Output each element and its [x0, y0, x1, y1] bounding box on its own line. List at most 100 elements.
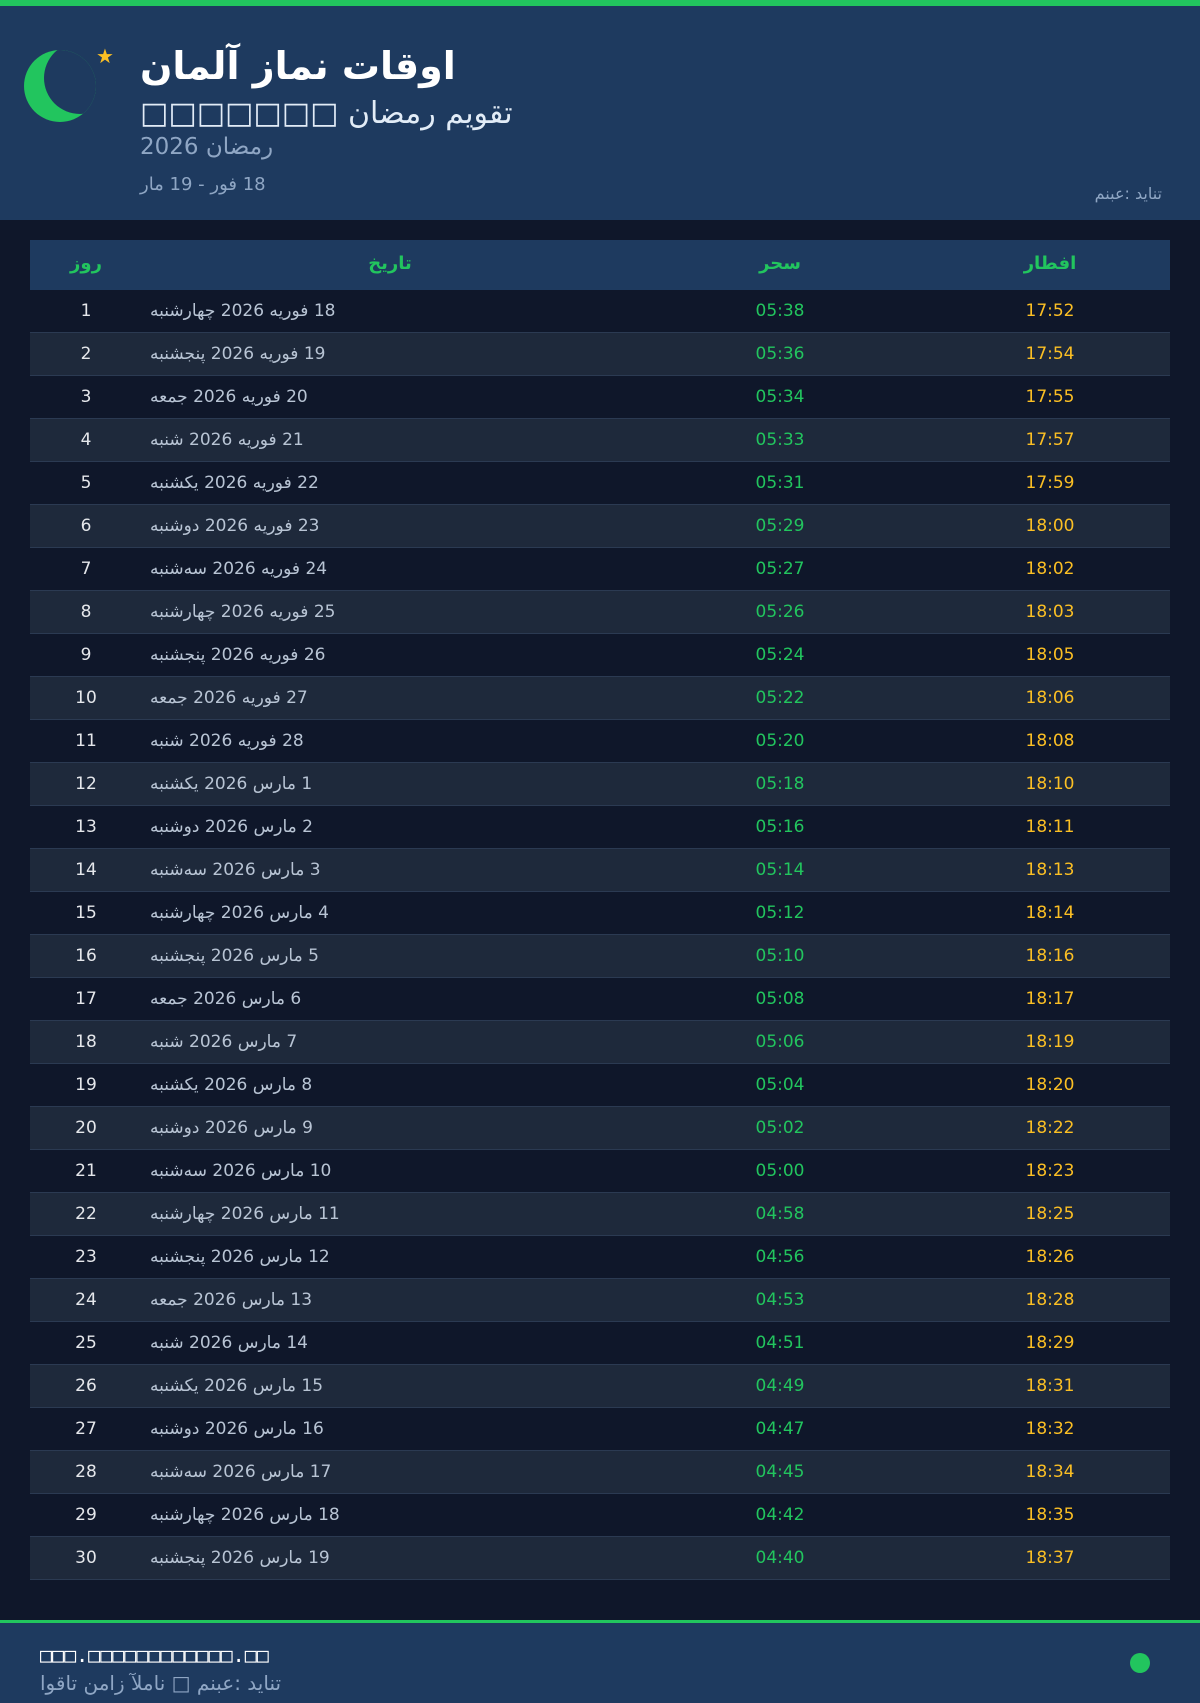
iftar-time-cell: 18:25 — [1025, 1204, 1075, 1224]
iftar-time-cell: 18:14 — [1025, 903, 1075, 923]
day-cell: 20 — [75, 1118, 97, 1138]
date-cell: 4 مارس 2026 چهارشنبه — [150, 903, 329, 923]
sahar-time-cell: 04:58 — [755, 1204, 805, 1224]
sahar-time-cell: 05:22 — [755, 688, 805, 708]
day-cell: 24 — [75, 1290, 97, 1310]
day-cell: 13 — [75, 817, 97, 837]
table-row: 21 10 مارس 2026 سه‌شنبه 05:00 18:23 — [30, 1150, 1170, 1193]
table-row: 15 4 مارس 2026 چهارشنبه 05:12 18:14 — [30, 892, 1170, 935]
iftar-time-cell: 18:10 — [1025, 774, 1075, 794]
iftar-time-cell: 18:28 — [1025, 1290, 1075, 1310]
day-cell: 7 — [80, 559, 92, 579]
day-cell: 1 — [80, 301, 92, 321]
day-cell: 28 — [75, 1462, 97, 1482]
table-row: 8 25 فوریه 2026 چهارشنبه 05:26 18:03 — [30, 591, 1170, 634]
table-row: 28 17 مارس 2026 سه‌شنبه 04:45 18:34 — [30, 1451, 1170, 1494]
page-header: ★ اوقات نماز آلمان تقویم رمضان □□□□□□□ ر… — [0, 6, 1200, 220]
table-row: 10 27 فوریه 2026 جمعه 05:22 18:06 — [30, 677, 1170, 720]
day-cell: 3 — [80, 387, 92, 407]
iftar-time-cell: 17:54 — [1025, 344, 1075, 364]
table-row: 5 22 فوریه 2026 یکشنبه 05:31 17:59 — [30, 462, 1170, 505]
date-cell: 12 مارس 2026 پنجشنبه — [150, 1247, 330, 1267]
date-cell: 19 فوریه 2026 پنجشنبه — [150, 344, 326, 364]
table-row: 16 5 مارس 2026 پنجشنبه 05:10 18:16 — [30, 935, 1170, 978]
sahar-time-cell: 04:51 — [755, 1333, 805, 1353]
column-header-date: تاریخ — [368, 253, 412, 274]
iftar-time-cell: 17:52 — [1025, 301, 1075, 321]
table-row: 23 12 مارس 2026 پنجشنبه 04:56 18:26 — [30, 1236, 1170, 1279]
day-cell: 23 — [75, 1247, 97, 1267]
iftar-time-cell: 18:26 — [1025, 1247, 1075, 1267]
sahar-time-cell: 05:02 — [755, 1118, 805, 1138]
day-cell: 5 — [80, 473, 92, 493]
date-cell: 20 فوریه 2026 جمعه — [150, 387, 308, 407]
sahar-time-cell: 05:06 — [755, 1032, 805, 1052]
table-row: 20 9 مارس 2026 دوشنبه 05:02 18:22 — [30, 1107, 1170, 1150]
sahar-time-cell: 05:10 — [755, 946, 805, 966]
sahar-time-cell: 04:53 — [755, 1290, 805, 1310]
sahar-time-cell: 05:14 — [755, 860, 805, 880]
iftar-time-cell: 18:31 — [1025, 1376, 1075, 1396]
date-cell: 26 فوریه 2026 پنجشنبه — [150, 645, 326, 665]
date-cell: 16 مارس 2026 دوشنبه — [150, 1419, 324, 1439]
iftar-time-cell: 17:59 — [1025, 473, 1075, 493]
date-cell: 27 فوریه 2026 جمعه — [150, 688, 308, 708]
date-cell: 21 فوریه 2026 شنبه — [150, 430, 304, 450]
prayer-times-table: روز تاریخ سحر افطار 1 18 فوریه 2026 چهارش… — [30, 240, 1170, 1580]
sahar-time-cell: 05:27 — [755, 559, 805, 579]
iftar-time-cell: 18:11 — [1025, 817, 1075, 837]
day-cell: 15 — [75, 903, 97, 923]
sahar-time-cell: 05:33 — [755, 430, 805, 450]
iftar-time-cell: 18:17 — [1025, 989, 1075, 1009]
day-cell: 6 — [80, 516, 92, 536]
day-cell: 18 — [75, 1032, 97, 1052]
table-row: 14 3 مارس 2026 سه‌شنبه 05:14 18:13 — [30, 849, 1170, 892]
table-row: 25 14 مارس 2026 شنبه 04:51 18:29 — [30, 1322, 1170, 1365]
table-row: 19 8 مارس 2026 یکشنبه 05:04 18:20 — [30, 1064, 1170, 1107]
column-header-iftar: افطار — [1023, 253, 1077, 274]
table-header: روز تاریخ سحر افطار — [30, 240, 1170, 290]
iftar-time-cell: 18:34 — [1025, 1462, 1075, 1482]
date-cell: 18 مارس 2026 چهارشنبه — [150, 1505, 340, 1525]
iftar-time-cell: 18:16 — [1025, 946, 1075, 966]
iftar-time-cell: 18:13 — [1025, 860, 1075, 880]
day-cell: 30 — [75, 1548, 97, 1568]
table-row: 27 16 مارس 2026 دوشنبه 04:47 18:32 — [30, 1408, 1170, 1451]
footer-text: اوقات نماز آلمان □ منبع: دیانت — [40, 1671, 282, 1695]
sahar-time-cell: 05:00 — [755, 1161, 805, 1181]
table-row: 29 18 مارس 2026 چهارشنبه 04:42 18:35 — [30, 1494, 1170, 1537]
page-footer: □□□.□□□□□□□□□□□□.□□ اوقات نماز آلمان □ م… — [0, 1620, 1200, 1703]
status-dot-icon — [1130, 1653, 1150, 1673]
day-cell: 9 — [80, 645, 92, 665]
date-cell: 9 مارس 2026 دوشنبه — [150, 1118, 313, 1138]
date-cell: 1 مارس 2026 یکشنبه — [150, 774, 313, 794]
table-row: 9 26 فوریه 2026 پنجشنبه 05:24 18:05 — [30, 634, 1170, 677]
date-cell: 7 مارس 2026 شنبه — [150, 1032, 298, 1052]
date-cell: 2 مارس 2026 دوشنبه — [150, 817, 313, 837]
iftar-time-cell: 18:22 — [1025, 1118, 1075, 1138]
day-cell: 16 — [75, 946, 97, 966]
sahar-time-cell: 04:45 — [755, 1462, 805, 1482]
sahar-time-cell: 05:29 — [755, 516, 805, 536]
table-row: 7 24 فوریه 2026 سه‌شنبه 05:27 18:02 — [30, 548, 1170, 591]
day-cell: 27 — [75, 1419, 97, 1439]
table-row: 2 19 فوریه 2026 پنجشنبه 05:36 17:54 — [30, 333, 1170, 376]
date-cell: 22 فوریه 2026 یکشنبه — [150, 473, 319, 493]
iftar-time-cell: 18:20 — [1025, 1075, 1075, 1095]
table-row: 26 15 مارس 2026 یکشنبه 04:49 18:31 — [30, 1365, 1170, 1408]
crescent-moon-icon — [24, 50, 96, 122]
sahar-time-cell: 05:08 — [755, 989, 805, 1009]
table-row: 4 21 فوریه 2026 شنبه 05:33 17:57 — [30, 419, 1170, 462]
sahar-time-cell: 05:26 — [755, 602, 805, 622]
day-cell: 10 — [75, 688, 97, 708]
iftar-time-cell: 18:35 — [1025, 1505, 1075, 1525]
table-row: 17 6 مارس 2026 جمعه 05:08 18:17 — [30, 978, 1170, 1021]
iftar-time-cell: 18:03 — [1025, 602, 1075, 622]
sahar-time-cell: 05:24 — [755, 645, 805, 665]
column-header-sahar: سحر — [759, 253, 801, 274]
date-cell: 10 مارس 2026 سه‌شنبه — [150, 1161, 332, 1181]
table-row: 3 20 فوریه 2026 جمعه 05:34 17:55 — [30, 376, 1170, 419]
sahar-time-cell: 04:40 — [755, 1548, 805, 1568]
day-cell: 17 — [75, 989, 97, 1009]
website-link[interactable]: □□□.□□□□□□□□□□□□.□□ — [40, 1643, 269, 1667]
